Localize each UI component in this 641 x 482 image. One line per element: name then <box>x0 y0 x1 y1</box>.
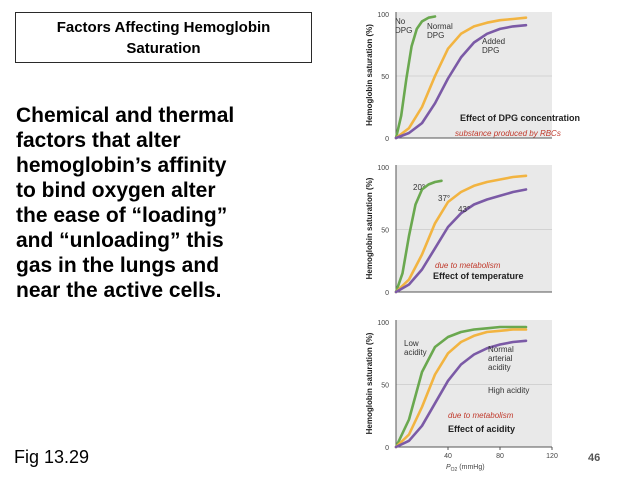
y-axis-label: Hemoglobin saturation (%) <box>365 177 374 279</box>
series-line <box>394 174 528 294</box>
body-line: the ease of “loading” <box>16 204 228 227</box>
chart-caption: Effect of DPG concentration <box>460 113 580 123</box>
y-tick-label: 0 <box>385 445 389 452</box>
slide-title-line2: Saturation <box>126 40 201 57</box>
series-line <box>394 15 437 140</box>
x-tick-label: 80 <box>496 453 504 460</box>
series-line <box>394 339 528 449</box>
series-label: 20° <box>413 183 425 192</box>
body-line: to bind oxygen alter <box>16 179 216 202</box>
y-tick-label: 100 <box>377 165 389 172</box>
series-label: Added DPG <box>482 37 505 55</box>
chart-panel-background <box>396 12 552 138</box>
y-tick-label: 50 <box>381 228 389 235</box>
y-tick-label: 100 <box>377 320 389 327</box>
figure-label: Fig 13.29 <box>14 447 90 467</box>
series-line <box>394 325 528 449</box>
annotation-note: substance produced by RBCs <box>455 129 561 138</box>
chart-caption: Effect of acidity <box>448 424 515 434</box>
annotation-note: due to metabolism <box>435 261 501 270</box>
slide-title-box: Factors Affecting Hemoglobin Saturation <box>15 12 312 63</box>
y-axis-label: Hemoglobin saturation (%) <box>365 24 374 126</box>
series-line <box>394 188 528 294</box>
annotation-note: due to metabolism <box>448 411 514 420</box>
body-line: and “unloading” this <box>16 229 224 252</box>
slide-title-line1: Factors Affecting Hemoglobin <box>56 19 271 36</box>
body-line: hemoglobin’s affinity <box>16 154 227 177</box>
y-tick-label: 50 <box>381 383 389 390</box>
x-axis-label: PO2 (mmHg) <box>446 464 485 473</box>
y-axis-label: Hemoglobin saturation (%) <box>365 332 374 434</box>
series-line <box>394 179 443 294</box>
series-line <box>394 328 528 449</box>
series-label: Low acidity <box>404 339 427 357</box>
series-line <box>394 23 528 140</box>
x-tick-label: 120 <box>546 453 558 460</box>
series-label: No DPG <box>395 17 412 35</box>
y-tick-label: 50 <box>381 74 389 81</box>
series-label: 37° <box>438 194 450 203</box>
series-label: Normal DPG <box>427 22 453 40</box>
series-label: Normal arterial acidity <box>488 345 514 372</box>
body-line: near the active cells. <box>16 279 222 302</box>
series-label: High acidity <box>488 386 529 395</box>
page-number: 46 <box>588 452 601 464</box>
slide-body-text: Chemical and thermal factors that alter … <box>16 103 286 303</box>
series-line <box>394 16 528 140</box>
body-line: Chemical and thermal <box>16 104 235 127</box>
chart-caption: Effect of temperature <box>433 271 524 281</box>
series-label: 43° <box>458 205 470 214</box>
body-line: gas in the lungs and <box>16 254 220 277</box>
x-tick-label: 40 <box>444 453 452 460</box>
body-line: factors that alter <box>16 129 181 152</box>
y-tick-label: 0 <box>385 136 389 143</box>
y-tick-label: 0 <box>385 290 389 297</box>
y-tick-label: 100 <box>377 12 389 19</box>
